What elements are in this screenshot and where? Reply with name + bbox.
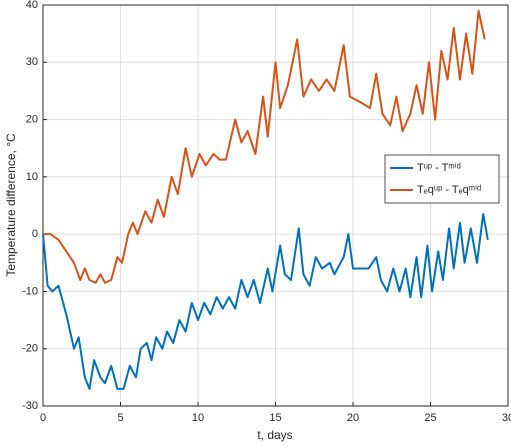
- legend-box: [384, 154, 500, 204]
- y-tick-label: 40: [26, 0, 38, 11]
- x-axis-label: t, days: [257, 428, 292, 442]
- x-tick-label: 25: [424, 412, 436, 424]
- x-tick-label: 10: [192, 412, 204, 424]
- x-tick-label: 20: [347, 412, 359, 424]
- y-tick-label: 0: [32, 228, 38, 240]
- y-tick-label: -10: [22, 285, 38, 297]
- legend-label: Tᵘᵖ - Tᵐⁱᵈ: [417, 162, 461, 174]
- y-tick-label: -20: [22, 343, 38, 355]
- y-tick-label: 30: [26, 56, 38, 68]
- legend-label: Tₑqᵘᵖ - Tₑqᵐⁱᵈ: [417, 184, 481, 196]
- x-tick-label: 30: [502, 412, 511, 424]
- x-tick-label: 0: [40, 412, 46, 424]
- y-tick-label: -30: [22, 400, 38, 412]
- plot-area: [42, 4, 509, 407]
- x-tick-label: 15: [269, 412, 281, 424]
- y-tick-label: 20: [26, 113, 38, 125]
- x-tick-label: 5: [117, 412, 123, 424]
- y-tick-label: 10: [26, 171, 38, 183]
- y-axis-label: Temperature difference, °C: [4, 133, 18, 277]
- data-line: [43, 9, 486, 284]
- data-line: [42, 213, 489, 390]
